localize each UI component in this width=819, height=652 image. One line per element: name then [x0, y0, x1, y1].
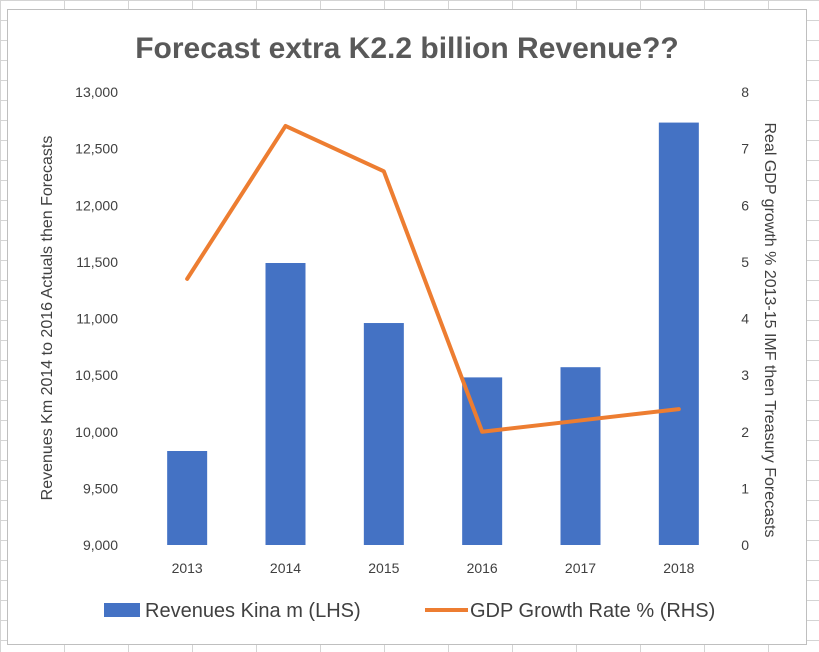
gdp-growth-line: [185, 123, 681, 434]
left-tick-label: 11,000: [76, 311, 118, 327]
left-tick-label: 9,500: [83, 480, 118, 496]
left-tick-label: 9,000: [83, 537, 118, 553]
bar-2017: [560, 367, 601, 545]
bar-2016: [462, 377, 503, 545]
left-tick-label: 11,500: [76, 254, 118, 270]
left-tick-label: 12,500: [75, 141, 118, 157]
bar-2013: [167, 451, 208, 545]
right-axis-ticks: 0 1 2 3 4 5 6 7 8: [741, 84, 749, 553]
bar-series: [167, 122, 699, 545]
right-tick-label: 1: [741, 480, 749, 496]
bar-2014: [265, 263, 306, 545]
x-axis-ticks: 2013 2014 2015 2016 2017 2018: [172, 560, 695, 576]
right-tick-label: 6: [741, 197, 749, 213]
left-axis-title: Revenues Km 2014 to 2016 Actuals then Fo…: [39, 136, 56, 501]
right-tick-label: 0: [741, 537, 749, 553]
chart-title: Forecast extra K2.2 billion Revenue??: [135, 32, 679, 65]
line-series: [185, 123, 681, 434]
left-axis-ticks: 9,000 9,500 10,000 10,500 11,000 11,500 12,000…: [75, 84, 118, 553]
right-tick-label: 5: [741, 254, 749, 270]
left-tick-label: 12,000: [75, 197, 118, 213]
right-tick-label: 4: [741, 311, 749, 327]
x-tick-label: 2016: [467, 560, 498, 576]
x-tick-label: 2015: [368, 560, 399, 576]
left-tick-label: 10,500: [75, 367, 118, 383]
right-tick-label: 3: [741, 367, 749, 383]
legend-label-gdp: GDP Growth Rate % (RHS): [470, 600, 715, 622]
x-tick-label: 2013: [172, 560, 203, 576]
x-tick-label: 2014: [270, 560, 301, 576]
right-tick-label: 2: [741, 424, 749, 440]
x-tick-label: 2017: [565, 560, 596, 576]
left-tick-label: 13,000: [75, 84, 118, 100]
x-tick-label: 2018: [663, 560, 694, 576]
right-tick-label: 8: [741, 84, 749, 100]
right-axis-title: Real GDP growth % 2013-15 IMF then Treas…: [761, 123, 778, 538]
right-tick-label: 7: [741, 141, 749, 157]
bar-2015: [363, 323, 404, 545]
bar-2018: [658, 122, 699, 545]
left-tick-label: 10,000: [75, 424, 118, 440]
legend-label-revenues: Revenues Kina m (LHS): [145, 600, 361, 622]
legend-swatch-revenues: [104, 603, 140, 617]
legend: Revenues Kina m (LHS) GDP Growth Rate % …: [104, 600, 715, 622]
